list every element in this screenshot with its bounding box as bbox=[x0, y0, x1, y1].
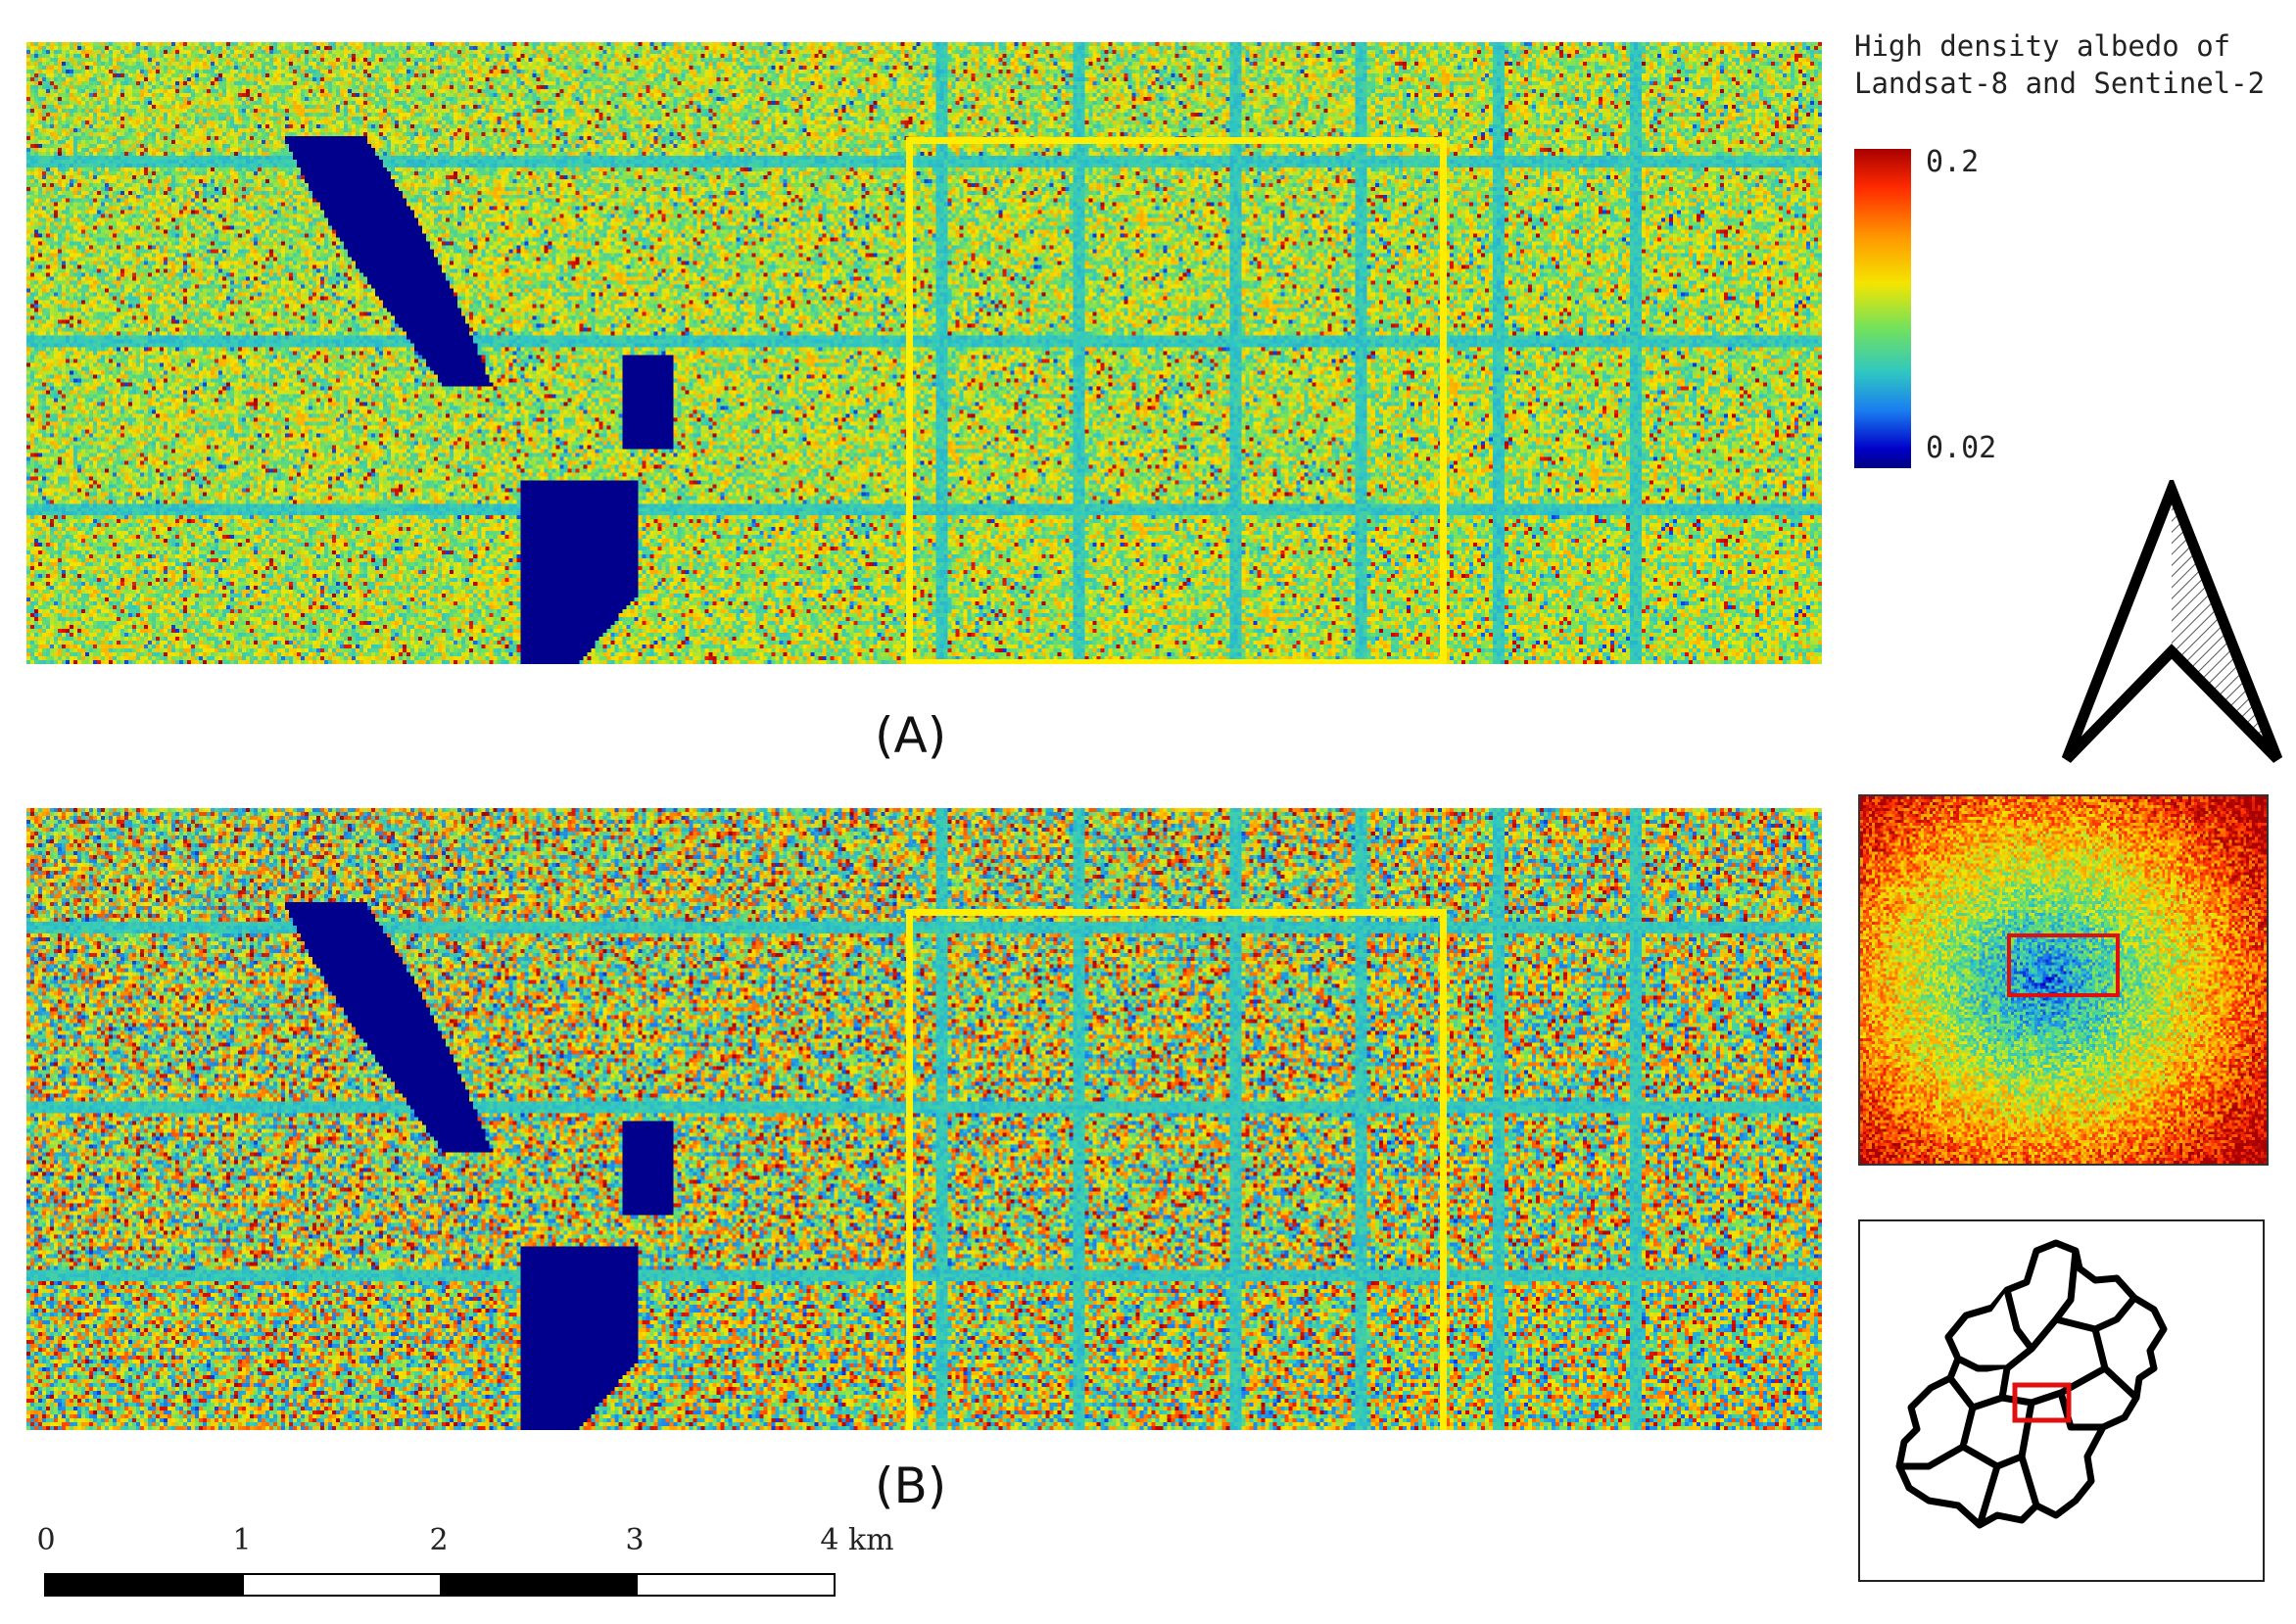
scale-segment-1 bbox=[46, 1575, 243, 1595]
legend-title-line1: High density albedo of bbox=[1854, 29, 2231, 63]
colorbar-max-label: 0.2 bbox=[1926, 145, 1980, 179]
highlight-box-a bbox=[906, 137, 1447, 664]
legend-title-line2: Landsat-8 and Sentinel-2 bbox=[1854, 67, 2266, 100]
albedo-colorbar bbox=[1854, 149, 1911, 468]
overview-map bbox=[1858, 794, 2269, 1166]
overview-raster bbox=[1860, 796, 2267, 1164]
scale-segment-2 bbox=[242, 1575, 440, 1595]
scale-label-1: 1 bbox=[232, 1523, 252, 1557]
scale-label-3: 3 bbox=[625, 1523, 645, 1557]
highlight-box-b bbox=[906, 909, 1447, 1430]
scale-label-2: 2 bbox=[429, 1523, 449, 1557]
legend-title: High density albedo of Landsat-8 and Sen… bbox=[1854, 27, 2285, 102]
colorbar-min-label: 0.02 bbox=[1926, 431, 1997, 465]
scale-label-4: 4 km bbox=[820, 1523, 894, 1557]
scale-label-0: 0 bbox=[36, 1523, 56, 1557]
albedo-map-panel-a bbox=[26, 42, 1822, 664]
locator-map bbox=[1858, 1219, 2265, 1582]
scale-segment-3 bbox=[440, 1575, 637, 1595]
beijing-district-outline bbox=[1895, 1239, 2168, 1529]
panel-label-a: (A) bbox=[875, 707, 947, 764]
overview-study-area-box bbox=[2007, 933, 2120, 997]
scale-segment-4 bbox=[636, 1575, 834, 1595]
albedo-map-panel-b bbox=[26, 808, 1822, 1430]
north-arrow-icon bbox=[2061, 480, 2283, 763]
albedo-raster-a bbox=[26, 42, 1822, 664]
scale-bar bbox=[44, 1573, 836, 1597]
locator-study-area-box bbox=[2012, 1382, 2072, 1423]
panel-label-b: (B) bbox=[875, 1457, 947, 1514]
